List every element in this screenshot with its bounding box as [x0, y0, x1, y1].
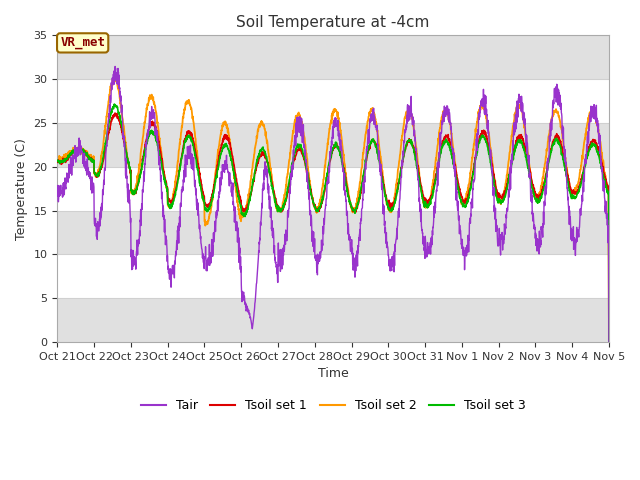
Legend: Tair, Tsoil set 1, Tsoil set 2, Tsoil set 3: Tair, Tsoil set 1, Tsoil set 2, Tsoil se…	[136, 394, 531, 417]
Tsoil set 1	[493, 190, 501, 195]
Tsoil set 3	[349, 208, 357, 214]
Tair	[111, 63, 119, 69]
Tsoil set 3	[493, 198, 501, 204]
Tsoil set 3	[557, 144, 564, 150]
Tsoil set 1	[207, 194, 215, 200]
Tair	[572, 242, 579, 248]
Title: Soil Temperature at -4cm: Soil Temperature at -4cm	[236, 15, 430, 30]
Tsoil set 2	[605, 336, 612, 342]
Tair	[54, 193, 61, 199]
Tsoil set 1	[349, 209, 357, 215]
Line: Tsoil set 1: Tsoil set 1	[58, 113, 609, 342]
Tsoil set 2	[572, 188, 579, 193]
Tsoil set 2	[54, 155, 61, 160]
Y-axis label: Temperature (C): Temperature (C)	[15, 138, 28, 240]
Tsoil set 2	[557, 120, 564, 126]
X-axis label: Time: Time	[318, 367, 349, 380]
Tsoil set 3	[111, 101, 118, 107]
Tsoil set 1	[557, 139, 564, 145]
Text: VR_met: VR_met	[60, 36, 105, 49]
Tsoil set 2	[362, 135, 369, 141]
Bar	[58, 211, 609, 254]
Bar	[58, 298, 609, 342]
Tsoil set 3	[572, 195, 579, 201]
Tsoil set 3	[605, 339, 612, 345]
Tsoil set 2	[207, 204, 215, 210]
Tsoil set 1	[362, 164, 369, 169]
Line: Tsoil set 3: Tsoil set 3	[58, 104, 609, 342]
Tsoil set 2	[493, 195, 501, 201]
Line: Tair: Tair	[58, 66, 609, 342]
Tsoil set 3	[54, 157, 61, 163]
Tair	[605, 339, 612, 345]
Tsoil set 3	[207, 199, 215, 205]
Bar	[58, 36, 609, 79]
Tair	[557, 97, 564, 103]
Tair	[207, 249, 215, 255]
Tair	[362, 164, 369, 170]
Tsoil set 1	[572, 190, 579, 195]
Line: Tsoil set 2: Tsoil set 2	[58, 76, 609, 339]
Tsoil set 3	[362, 160, 369, 166]
Tsoil set 2	[349, 208, 357, 214]
Tair	[349, 267, 357, 273]
Tair	[493, 238, 501, 244]
Tsoil set 1	[54, 159, 61, 165]
Tsoil set 1	[605, 339, 612, 345]
Bar	[58, 123, 609, 167]
Tsoil set 2	[111, 73, 118, 79]
Tsoil set 1	[111, 110, 119, 116]
